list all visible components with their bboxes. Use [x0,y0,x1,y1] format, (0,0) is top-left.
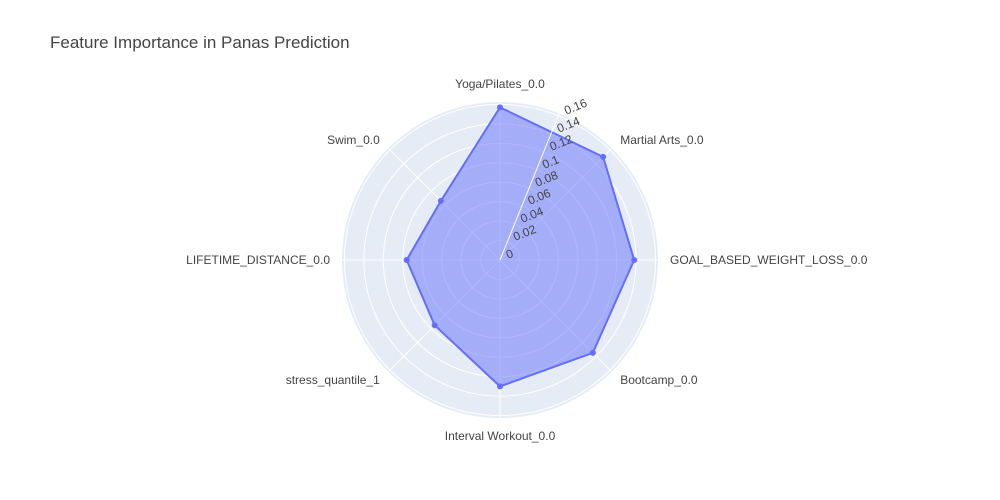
category-label: Swim_0.0 [327,133,380,147]
category-label: Yoga/Pilates_0.0 [455,77,545,91]
data-point [631,257,638,263]
radial-tick-label: 0.1 [540,152,561,171]
data-point [431,322,438,329]
category-label: LIFETIME_DISTANCE_0.0 [186,253,330,267]
radial-tick-label: 0 [504,246,516,262]
data-point [403,257,410,263]
data-point [589,349,596,356]
chart-title: Feature Importance in Panas Prediction [50,33,350,52]
data-point [600,153,607,160]
category-label: GOAL_BASED_WEIGHT_LOSS_0.0 [670,253,868,267]
category-label: Bootcamp_0.0 [620,373,698,387]
data-point [497,383,503,390]
category-label: stress_quantile_1 [286,373,380,387]
category-labels: Yoga/Pilates_0.0 Martial Arts_0.0 GOAL_BAS… [186,77,868,443]
data-point [497,104,503,111]
category-label: Martial Arts_0.0 [620,133,704,147]
radial-axis-line [499,113,560,261]
category-label: Interval Workout_0.0 [445,429,556,443]
data-series [403,104,638,390]
data-point [437,197,444,204]
